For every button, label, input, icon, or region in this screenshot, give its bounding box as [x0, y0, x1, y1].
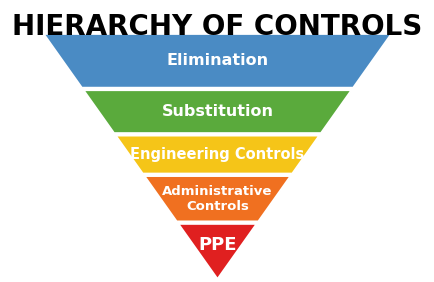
Text: Elimination: Elimination: [166, 53, 268, 68]
Text: Engineering Controls: Engineering Controls: [130, 147, 304, 162]
Polygon shape: [115, 135, 319, 174]
Text: HIERARCHY OF CONTROLS: HIERARCHY OF CONTROLS: [12, 13, 422, 41]
Text: PPE: PPE: [198, 236, 236, 254]
Text: Administrative
Controls: Administrative Controls: [162, 185, 272, 213]
Text: Substitution: Substitution: [161, 104, 273, 119]
Polygon shape: [178, 224, 256, 279]
Polygon shape: [83, 90, 351, 133]
Polygon shape: [144, 176, 290, 222]
Polygon shape: [43, 34, 391, 88]
